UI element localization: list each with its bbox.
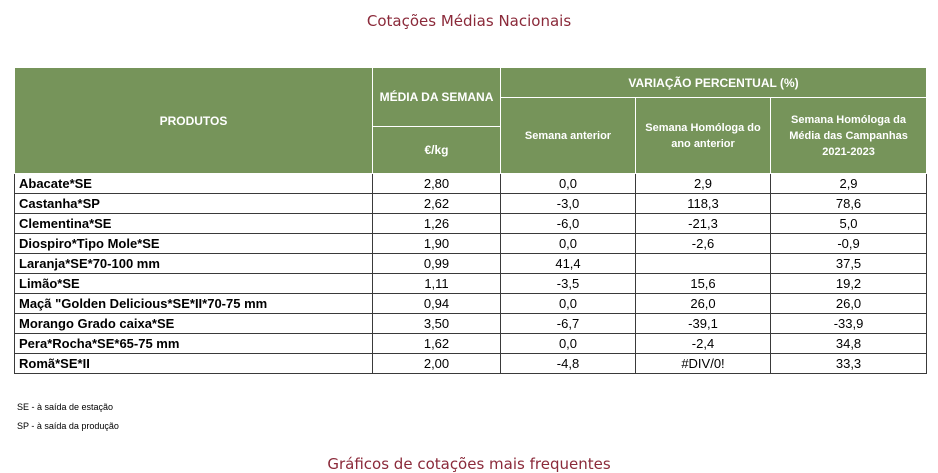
weekly-average-cell: 3,50 bbox=[372, 313, 501, 334]
variation-same-week-last-year-cell: 15,6 bbox=[635, 273, 771, 294]
variation-campaign-average-cell: 5,0 bbox=[769, 213, 928, 234]
product-name-cell: Castanha*SP bbox=[14, 193, 373, 214]
header-semana-homologa-media: Semana Homóloga da Média das Campanhas 2… bbox=[769, 97, 928, 174]
header-media-semana: MÉDIA DA SEMANA bbox=[372, 67, 501, 127]
header-semana-anterior: Semana anterior bbox=[500, 97, 636, 174]
variation-previous-week-cell: -6,7 bbox=[500, 313, 636, 334]
table-row: Morango Grado caixa*SE 3,50 -6,7 -39,1 -33,9 bbox=[14, 313, 928, 334]
footnote-sp: SP - à saída da produção bbox=[17, 421, 119, 431]
weekly-average-cell: 0,94 bbox=[372, 293, 501, 314]
price-table: PRODUTOS MÉDIA DA SEMANA VARIAÇÃO PERCEN… bbox=[14, 67, 928, 374]
variation-same-week-last-year-cell: 118,3 bbox=[635, 193, 771, 214]
product-name-cell: Clementina*SE bbox=[14, 213, 373, 234]
weekly-average-cell: 1,90 bbox=[372, 233, 501, 254]
table-row: Clementina*SE 1,26 -6,0 -21,3 5,0 bbox=[14, 213, 928, 234]
product-name-cell: Laranja*SE*70-100 mm bbox=[14, 253, 373, 274]
footnote-se: SE - à saída de estação bbox=[17, 402, 114, 412]
weekly-average-cell: 1,11 bbox=[372, 273, 501, 294]
table-row: Castanha*SP 2,62 -3,0 118,3 78,6 bbox=[14, 193, 928, 214]
weekly-average-cell: 2,62 bbox=[372, 193, 501, 214]
header-produtos: PRODUTOS bbox=[14, 67, 373, 174]
header-semana-homologa: Semana Homóloga do ano anterior bbox=[635, 97, 771, 174]
product-name-cell: Romã*SE*II bbox=[14, 353, 373, 374]
table-row: Diospiro*Tipo Mole*SE 1,90 0,0 -2,6 -0,9 bbox=[14, 233, 928, 254]
weekly-average-cell: 2,80 bbox=[372, 173, 501, 194]
variation-previous-week-cell: -4,8 bbox=[500, 353, 636, 374]
variation-previous-week-cell: 0,0 bbox=[500, 333, 636, 354]
variation-campaign-average-cell: -33,9 bbox=[769, 313, 928, 334]
table-row: Limão*SE 1,11 -3,5 15,6 19,2 bbox=[14, 273, 928, 294]
variation-previous-week-cell: 41,4 bbox=[500, 253, 636, 274]
variation-same-week-last-year-cell: 26,0 bbox=[635, 293, 771, 314]
weekly-average-cell: 2,00 bbox=[372, 353, 501, 374]
variation-previous-week-cell: -3,5 bbox=[500, 273, 636, 294]
page-title: Cotações Médias Nacionais bbox=[366, 12, 572, 30]
table-row: Pera*Rocha*SE*65-75 mm 1,62 0,0 -2,4 34,8 bbox=[14, 333, 928, 354]
variation-same-week-last-year-cell: -21,3 bbox=[635, 213, 771, 234]
variation-previous-week-cell: 0,0 bbox=[500, 233, 636, 254]
variation-same-week-last-year-cell: 2,9 bbox=[635, 173, 771, 194]
variation-campaign-average-cell: 26,0 bbox=[769, 293, 928, 314]
table-row: Laranja*SE*70-100 mm 0,99 41,4 37,5 bbox=[14, 253, 928, 274]
table-row: Abacate*SE 2,80 0,0 2,9 2,9 bbox=[14, 173, 928, 194]
header-variacao-percentual: VARIAÇÃO PERCENTUAL (%) bbox=[499, 67, 928, 98]
variation-previous-week-cell: 0,0 bbox=[500, 173, 636, 194]
section-title-graficos: Gráficos de cotações mais frequentes bbox=[327, 455, 611, 473]
weekly-average-cell: 1,62 bbox=[372, 333, 501, 354]
variation-previous-week-cell: -3,0 bbox=[500, 193, 636, 214]
variation-campaign-average-cell: -0,9 bbox=[769, 233, 928, 254]
variation-previous-week-cell: 0,0 bbox=[500, 293, 636, 314]
weekly-average-cell: 1,26 bbox=[372, 213, 501, 234]
product-name-cell: Limão*SE bbox=[14, 273, 373, 294]
header-unit: €/kg bbox=[372, 126, 501, 174]
table-row: Romã*SE*II 2,00 -4,8 #DIV/0! 33,3 bbox=[14, 353, 928, 374]
variation-same-week-last-year-cell bbox=[635, 253, 771, 274]
variation-campaign-average-cell: 34,8 bbox=[769, 333, 928, 354]
variation-campaign-average-cell: 37,5 bbox=[769, 253, 928, 274]
product-name-cell: Diospiro*Tipo Mole*SE bbox=[14, 233, 373, 254]
variation-campaign-average-cell: 33,3 bbox=[769, 353, 928, 374]
product-name-cell: Morango Grado caixa*SE bbox=[14, 313, 373, 334]
variation-same-week-last-year-cell: #DIV/0! bbox=[635, 353, 771, 374]
product-name-cell: Maçã "Golden Delicious*SE*II*70-75 mm bbox=[14, 293, 373, 314]
weekly-average-cell: 0,99 bbox=[372, 253, 501, 274]
variation-same-week-last-year-cell: -2,4 bbox=[635, 333, 771, 354]
table-row: Maçã "Golden Delicious*SE*II*70-75 mm 0,9… bbox=[14, 293, 928, 314]
product-name-cell: Abacate*SE bbox=[14, 173, 373, 194]
variation-same-week-last-year-cell: -2,6 bbox=[635, 233, 771, 254]
product-name-cell: Pera*Rocha*SE*65-75 mm bbox=[14, 333, 373, 354]
variation-campaign-average-cell: 19,2 bbox=[769, 273, 928, 294]
variation-same-week-last-year-cell: -39,1 bbox=[635, 313, 771, 334]
variation-campaign-average-cell: 78,6 bbox=[769, 193, 928, 214]
variation-previous-week-cell: -6,0 bbox=[500, 213, 636, 234]
variation-campaign-average-cell: 2,9 bbox=[769, 173, 928, 194]
